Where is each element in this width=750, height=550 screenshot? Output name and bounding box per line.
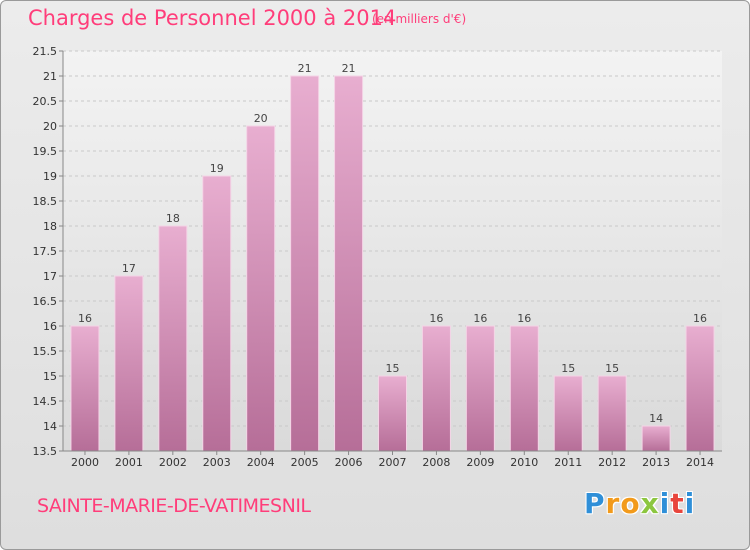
y-tick-label: 19 — [43, 170, 57, 183]
data-label: 21 — [298, 62, 312, 75]
data-label: 15 — [605, 362, 619, 375]
logo-letter: o — [620, 487, 641, 520]
data-label: 21 — [342, 62, 356, 75]
bar — [597, 375, 627, 452]
x-tick-label: 2000 — [71, 456, 99, 469]
data-label: 17 — [122, 262, 136, 275]
bar — [70, 325, 100, 452]
bar — [158, 225, 188, 452]
data-label: 19 — [210, 162, 224, 175]
bar — [202, 175, 232, 452]
data-label: 20 — [254, 112, 268, 125]
x-tick-label: 2006 — [335, 456, 363, 469]
data-label: 16 — [473, 312, 487, 325]
x-tick-label: 2010 — [510, 456, 538, 469]
bar — [334, 75, 364, 452]
logo-letter: r — [605, 487, 621, 520]
y-axis-ticks: 13.5 14 14.5 15 15.5 16 16.5 17 17.5 18 18.5 19 19.5… — [33, 45, 63, 458]
x-tick-label: 2008 — [422, 456, 450, 469]
bar — [509, 325, 539, 452]
bars: 16 17 18 19 20 21 21 15 16 16 16 15 15 14 16 — [70, 62, 715, 452]
bar — [246, 125, 276, 452]
logo-letter: x — [640, 487, 660, 520]
y-tick-label: 13.5 — [33, 445, 58, 458]
y-tick-label: 19.5 — [33, 145, 58, 158]
x-axis-ticks: 2000 2001 2002 2003 2004 2005 2006 2007 2008 2009… — [71, 451, 714, 469]
y-tick-label: 16 — [43, 320, 57, 333]
data-label: 16 — [693, 312, 707, 325]
bar — [465, 325, 495, 452]
x-tick-label: 2002 — [159, 456, 187, 469]
logo-letter: t — [670, 487, 685, 520]
data-label: 16 — [429, 312, 443, 325]
x-tick-label: 2001 — [115, 456, 143, 469]
x-tick-label: 2009 — [466, 456, 494, 469]
chart-subtitle: (en milliers d'€) — [372, 12, 467, 26]
y-tick-label: 18 — [43, 220, 57, 233]
bar — [114, 275, 144, 452]
y-tick-label: 18.5 — [33, 195, 58, 208]
proxiti-logo[interactable]: Proxiti — [584, 487, 695, 520]
x-tick-label: 2005 — [291, 456, 319, 469]
y-tick-label: 21 — [43, 70, 57, 83]
x-tick-label: 2003 — [203, 456, 231, 469]
x-tick-label: 2012 — [598, 456, 626, 469]
y-tick-label: 17 — [43, 270, 57, 283]
data-label: 16 — [78, 312, 92, 325]
y-tick-label: 17.5 — [33, 245, 58, 258]
x-tick-label: 2004 — [247, 456, 275, 469]
y-tick-label: 15.5 — [33, 345, 58, 358]
x-tick-label: 2014 — [686, 456, 714, 469]
y-tick-label: 20 — [43, 120, 57, 133]
data-label: 15 — [386, 362, 400, 375]
bar — [421, 325, 451, 452]
y-tick-label: 15 — [43, 370, 57, 383]
data-label: 15 — [561, 362, 575, 375]
x-tick-label: 2011 — [554, 456, 582, 469]
y-tick-label: 20.5 — [33, 95, 58, 108]
data-label: 14 — [649, 412, 663, 425]
logo-letter: i — [659, 487, 671, 520]
y-tick-label: 14.5 — [33, 395, 58, 408]
data-label: 16 — [517, 312, 531, 325]
bar — [378, 375, 407, 452]
data-label: 18 — [166, 212, 180, 225]
logo-letter: i — [684, 487, 696, 520]
logo-letter: P — [584, 487, 606, 520]
y-tick-label: 14 — [43, 420, 57, 433]
y-tick-label: 16.5 — [33, 295, 58, 308]
bar — [290, 75, 320, 452]
chart-title: Charges de Personnel 2000 à 2014 — [28, 6, 397, 30]
city-name: SAINTE-MARIE-DE-VATIMESNIL — [37, 495, 311, 517]
bar — [641, 425, 671, 452]
x-tick-label: 2013 — [642, 456, 670, 469]
y-tick-label: 21.5 — [33, 45, 58, 58]
bar — [685, 325, 715, 452]
x-tick-label: 2007 — [379, 456, 407, 469]
bar — [553, 375, 583, 452]
